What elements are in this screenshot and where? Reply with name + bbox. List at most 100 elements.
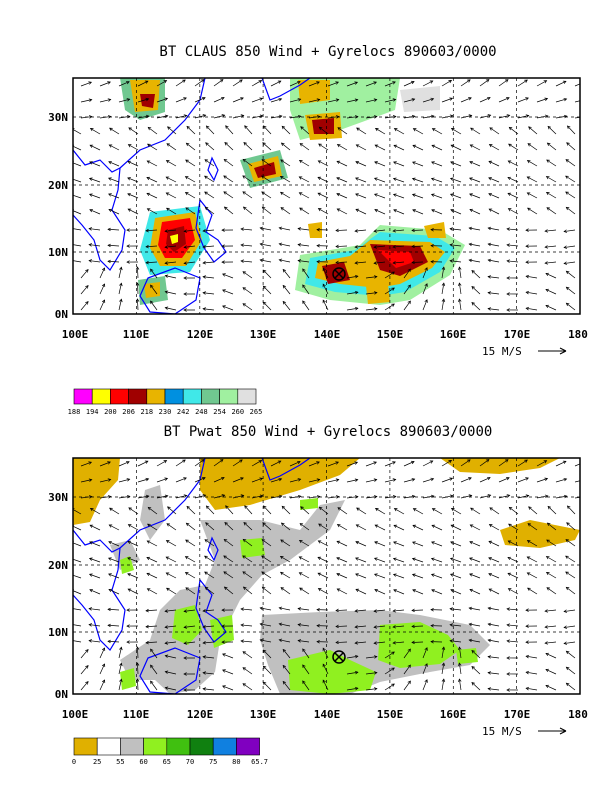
wind-vector: [488, 243, 500, 247]
wind-vector: [356, 144, 367, 151]
wind-vector-head: [469, 541, 473, 545]
wind-vector: [108, 244, 120, 247]
wind-vector: [365, 461, 377, 467]
wind-vector-head: [150, 680, 154, 685]
wind-vector: [479, 97, 491, 103]
wind-vector: [213, 79, 224, 87]
wind-vector-head: [391, 271, 395, 275]
wind-vector: [547, 126, 557, 135]
wind-vector-head: [145, 97, 150, 102]
wind-vector: [566, 666, 576, 675]
wind-vector-head: [373, 193, 378, 197]
wind-vector-head: [469, 557, 473, 561]
wind-vector: [318, 540, 329, 547]
wind-vector: [498, 459, 509, 467]
wind-vector: [213, 97, 225, 103]
wind-vector-head: [373, 609, 377, 613]
colorbar-swatch: [143, 737, 168, 756]
wind-vector-head: [317, 160, 322, 164]
wind-vector-head: [373, 245, 377, 249]
wind-vector: [165, 625, 177, 628]
wind-vector-head: [431, 524, 436, 528]
wind-vector: [80, 681, 89, 691]
wind-vector: [384, 651, 395, 659]
wind-vector-head: [279, 176, 284, 180]
wind-vector-head: [150, 664, 154, 669]
wind-vector: [346, 479, 358, 483]
colorbar-label: 80: [232, 758, 240, 766]
wind-vector-head: [183, 641, 188, 645]
wind-vector: [108, 608, 120, 611]
wind-vector-head: [506, 227, 510, 231]
wind-vector: [441, 647, 445, 659]
wind-vector: [232, 79, 243, 87]
wind-vector: [232, 459, 243, 467]
wind-vector: [185, 539, 196, 547]
wind-vector: [127, 588, 139, 595]
wind-vector-head: [354, 654, 359, 659]
wind-vector-head: [504, 459, 509, 463]
wind-vector-head: [546, 159, 550, 163]
wind-vector-head: [89, 541, 93, 545]
wind-vector-head: [89, 589, 93, 593]
wind-vector: [488, 276, 500, 279]
wind-vector-head: [449, 573, 454, 577]
wind-vector: [99, 283, 105, 295]
wind-vector: [412, 178, 424, 183]
wind-vector-head: [85, 269, 89, 273]
wind-vector-head: [489, 507, 493, 511]
wind-vector: [242, 571, 253, 579]
wind-vector: [223, 555, 234, 563]
wind-vector-head: [337, 127, 342, 131]
wind-vector: [355, 209, 367, 215]
wind-vector-head: [412, 128, 417, 132]
wind-vector-head: [204, 555, 208, 559]
wind-vector: [260, 243, 272, 247]
wind-vector-head: [354, 261, 358, 265]
wind-vector-head: [355, 144, 360, 148]
wind-vector-head: [469, 144, 474, 148]
wind-vector: [450, 589, 462, 595]
x-tick-label: 130E: [250, 328, 277, 341]
wind-vector: [308, 81, 320, 87]
wind-vector-head: [164, 261, 168, 265]
colorbar-swatch: [110, 388, 129, 405]
wind-vector: [222, 653, 234, 659]
wind-vector-head: [356, 127, 360, 131]
wind-vector: [422, 299, 428, 311]
cloud-patch: [308, 222, 322, 238]
wind-vector-head: [119, 298, 123, 303]
wind-vector: [384, 116, 396, 119]
wind-vector: [73, 624, 82, 627]
wind-vector-head: [119, 282, 123, 287]
wind-vector: [355, 245, 367, 248]
wind-vector: [281, 126, 291, 135]
wind-vector-head: [317, 588, 322, 592]
wind-vector: [498, 494, 510, 499]
wind-vector: [299, 143, 310, 151]
wind-vector: [150, 284, 158, 295]
wind-vector-head: [412, 508, 417, 512]
wind-vector-head: [164, 670, 169, 674]
wind-vector: [89, 260, 101, 263]
wind-vector-head: [391, 287, 395, 291]
wind-vector: [203, 245, 215, 248]
wind-vector-head: [280, 539, 284, 543]
wind-vector-head: [239, 79, 243, 83]
wind-vector-head: [449, 177, 454, 181]
wind-vector: [118, 663, 122, 675]
wind-vector: [471, 666, 481, 675]
colorbar-label: 188: [68, 408, 81, 416]
wind-vector: [279, 259, 291, 263]
wind-vector: [165, 655, 177, 659]
pwat-patch: [300, 498, 318, 510]
wind-vector-head: [356, 507, 360, 511]
wind-vector: [412, 558, 424, 563]
wind-vector-head: [300, 126, 304, 130]
wind-vector: [527, 587, 538, 595]
wind-vector: [450, 640, 462, 643]
wind-vector: [545, 245, 557, 248]
wind-vector-head: [262, 665, 267, 670]
wind-vector-head: [563, 641, 568, 645]
wind-vector: [222, 669, 234, 675]
